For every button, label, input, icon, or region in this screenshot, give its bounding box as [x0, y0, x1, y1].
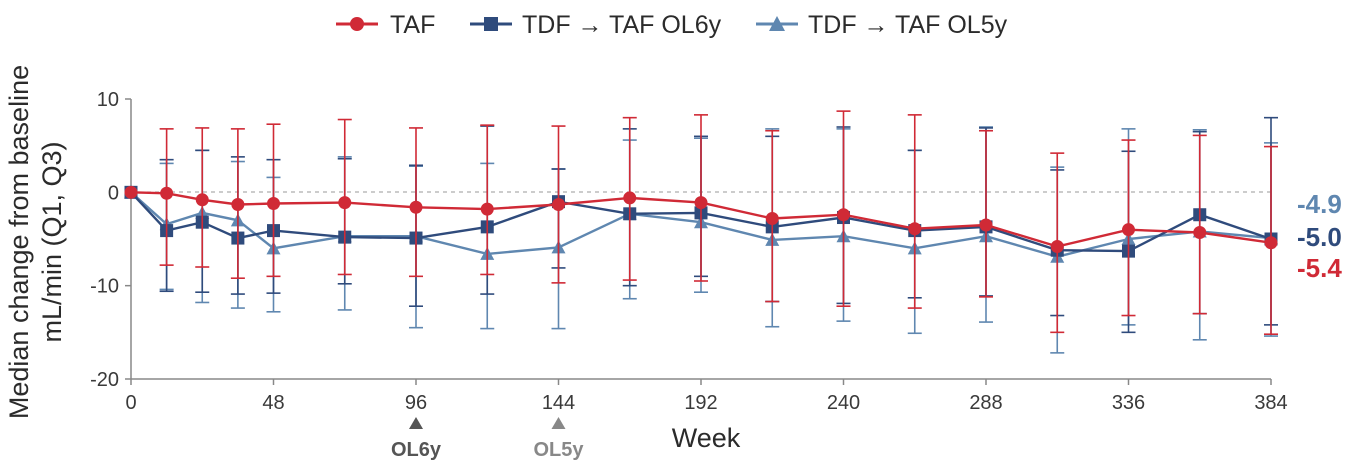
x-axis-title: Week [672, 423, 741, 453]
x-tick-label: 144 [542, 392, 575, 414]
data-point [267, 197, 280, 211]
end-value-label: -4.9 [1297, 189, 1342, 219]
x-tick-label: 240 [827, 392, 860, 414]
legend-marker-circle-icon [350, 17, 364, 31]
annotations: OL6y OL5y [391, 417, 584, 461]
legend-item-taf: TAF [336, 11, 435, 39]
data-point [1050, 239, 1064, 253]
data-point [195, 193, 209, 207]
y-axis-title-line2: mL/min (Q1, Q3) [37, 141, 67, 342]
data-point [338, 196, 352, 210]
annotation-arrow-icon [551, 417, 566, 429]
legend-marker-square-icon [484, 17, 498, 31]
end-value-label: -5.0 [1297, 222, 1342, 252]
y-ticks: 10 0 -10 -20 [90, 89, 131, 391]
x-tick-label: 48 [262, 392, 284, 414]
y-tick-label: -20 [90, 369, 119, 391]
legend: TAF TDF → TAF OL6y TDF → TAF OL5y [336, 11, 1008, 39]
data-point [694, 196, 708, 210]
x-tick-label: 0 [125, 392, 136, 414]
y-axis-title: Median change from baseline mL/min (Q1, … [4, 65, 67, 419]
x-ticks: 0 48 96 144 192 240 288 336 384 [125, 379, 1288, 414]
data-point [1193, 225, 1207, 239]
legend-label-ol6y: TDF → TAF OL6y [522, 11, 722, 39]
y-axis-title-line1: Median change from baseline [4, 65, 34, 419]
end-labels: -4.9-5.0-5.4 [1297, 189, 1342, 283]
data-point [837, 208, 850, 222]
end-value-label: -5.4 [1297, 253, 1342, 283]
annotation-label: OL5y [533, 439, 584, 461]
series-layer [124, 110, 1278, 354]
legend-marker-triangle-icon [769, 16, 785, 31]
data-point [1122, 223, 1135, 237]
data-point [552, 197, 565, 211]
data-point [124, 185, 138, 199]
y-tick-label: -10 [90, 276, 119, 298]
y-tick-label: 0 [108, 182, 119, 204]
x-tick-label: 96 [405, 392, 427, 414]
series-0 [124, 110, 1278, 336]
data-point [409, 200, 423, 214]
legend-item-ol5y: TDF → TAF OL5y [756, 11, 1008, 39]
data-point [480, 202, 494, 216]
data-point [623, 191, 637, 205]
annotation-arrow-icon [409, 417, 423, 429]
x-tick-label: 336 [1112, 392, 1145, 414]
annotation-label: OL6y [391, 439, 442, 461]
legend-item-ol6y: TDF → TAF OL6y [470, 11, 722, 39]
legend-label-ol5y: TDF → TAF OL5y [808, 11, 1008, 39]
data-point [160, 186, 174, 200]
x-tick-label: 192 [684, 392, 717, 414]
x-tick-label: 384 [1254, 392, 1287, 414]
x-tick-label: 288 [969, 392, 1002, 414]
data-point [765, 211, 779, 225]
legend-label-taf: TAF [390, 11, 435, 39]
y-tick-label: 10 [97, 89, 119, 111]
data-point [231, 197, 245, 211]
data-point [979, 218, 993, 232]
data-point [908, 222, 922, 236]
data-point [1264, 236, 1278, 250]
